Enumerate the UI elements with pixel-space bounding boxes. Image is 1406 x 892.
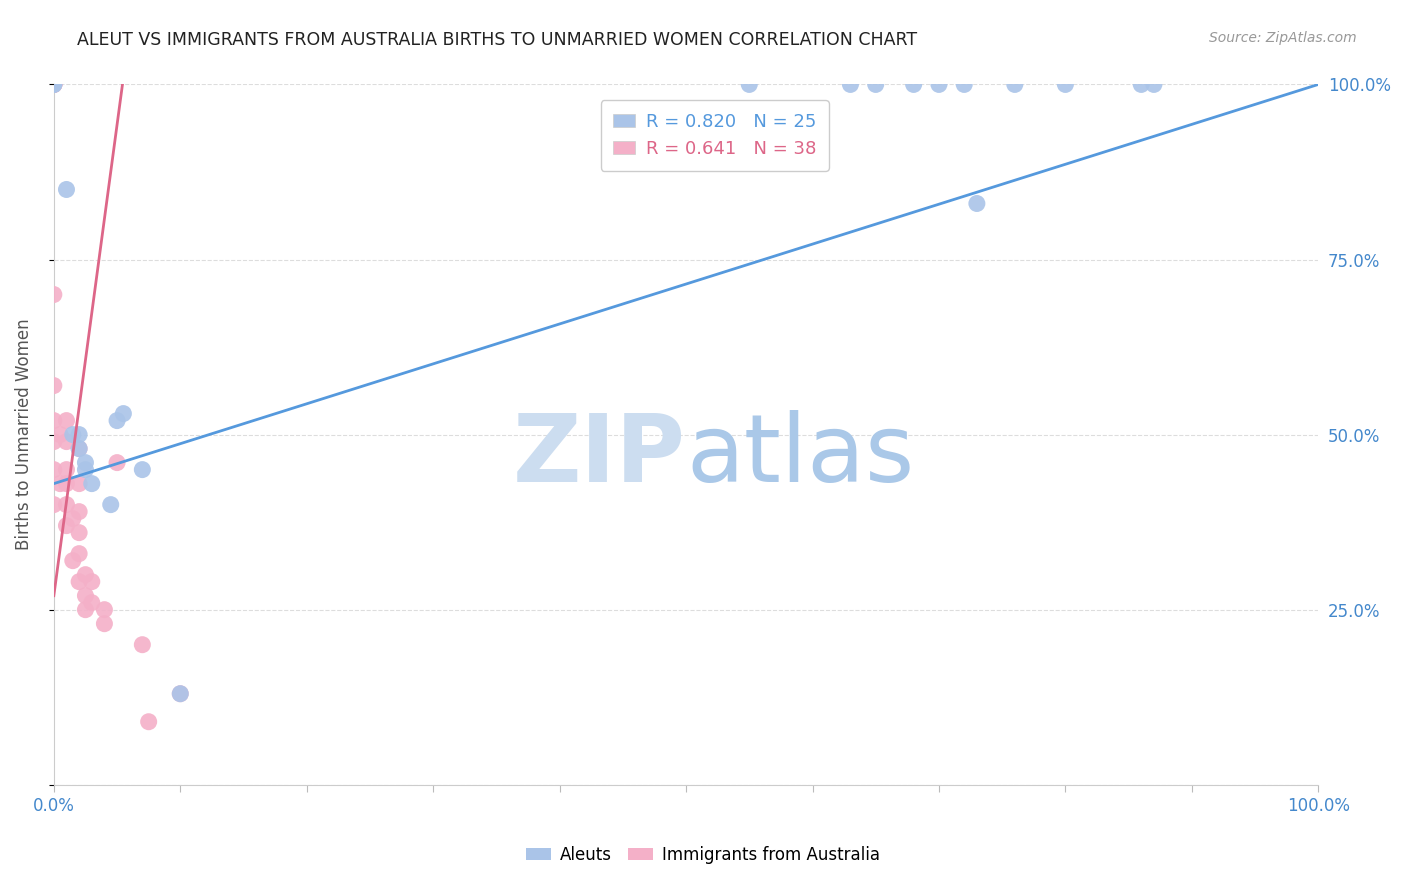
Point <box>1143 78 1166 92</box>
Point <box>953 78 976 92</box>
Point <box>169 687 191 701</box>
Point <box>42 78 65 92</box>
Point <box>62 511 84 525</box>
Point <box>55 476 77 491</box>
Point <box>49 476 72 491</box>
Point <box>55 182 77 196</box>
Point <box>55 434 77 449</box>
Point <box>42 78 65 92</box>
Point <box>67 442 90 456</box>
Point <box>138 714 160 729</box>
Point <box>42 287 65 301</box>
Point <box>67 476 90 491</box>
Point <box>42 78 65 92</box>
Point <box>839 78 862 92</box>
Point <box>80 596 103 610</box>
Point <box>966 196 988 211</box>
Point <box>75 567 97 582</box>
Point <box>75 462 97 476</box>
Point <box>42 78 65 92</box>
Point <box>865 78 887 92</box>
Point <box>105 414 128 428</box>
Point <box>1004 78 1026 92</box>
Point <box>738 78 761 92</box>
Point <box>67 574 90 589</box>
Point <box>42 378 65 392</box>
Point <box>67 505 90 519</box>
Point <box>42 78 65 92</box>
Point <box>93 602 115 616</box>
Point <box>1054 78 1077 92</box>
Point <box>55 462 77 476</box>
Point <box>928 78 950 92</box>
Point <box>112 407 135 421</box>
Point <box>49 427 72 442</box>
Point <box>105 456 128 470</box>
Text: Source: ZipAtlas.com: Source: ZipAtlas.com <box>1209 31 1357 45</box>
Point <box>67 427 90 442</box>
Point <box>55 518 77 533</box>
Point <box>169 687 191 701</box>
Point <box>67 442 90 456</box>
Point <box>1130 78 1153 92</box>
Point <box>42 414 65 428</box>
Point <box>42 434 65 449</box>
Point <box>42 78 65 92</box>
Point <box>42 78 65 92</box>
Point <box>62 554 84 568</box>
Point <box>75 589 97 603</box>
Point <box>67 547 90 561</box>
Point <box>55 498 77 512</box>
Point <box>75 602 97 616</box>
Point <box>42 498 65 512</box>
Point <box>55 414 77 428</box>
Text: atlas: atlas <box>686 409 914 501</box>
Text: ALEUT VS IMMIGRANTS FROM AUSTRALIA BIRTHS TO UNMARRIED WOMEN CORRELATION CHART: ALEUT VS IMMIGRANTS FROM AUSTRALIA BIRTH… <box>77 31 918 49</box>
Point <box>80 476 103 491</box>
Point <box>75 456 97 470</box>
Point <box>80 574 103 589</box>
Point <box>100 498 122 512</box>
Legend: Aleuts, Immigrants from Australia: Aleuts, Immigrants from Australia <box>520 839 886 871</box>
Point <box>131 638 153 652</box>
Point <box>131 462 153 476</box>
Point <box>903 78 925 92</box>
Point <box>93 616 115 631</box>
Point <box>42 462 65 476</box>
Point <box>62 427 84 442</box>
Point <box>67 525 90 540</box>
Y-axis label: Births to Unmarried Women: Births to Unmarried Women <box>15 318 32 550</box>
Legend: R = 0.820   N = 25, R = 0.641   N = 38: R = 0.820 N = 25, R = 0.641 N = 38 <box>600 101 828 170</box>
Text: ZIP: ZIP <box>513 409 686 501</box>
